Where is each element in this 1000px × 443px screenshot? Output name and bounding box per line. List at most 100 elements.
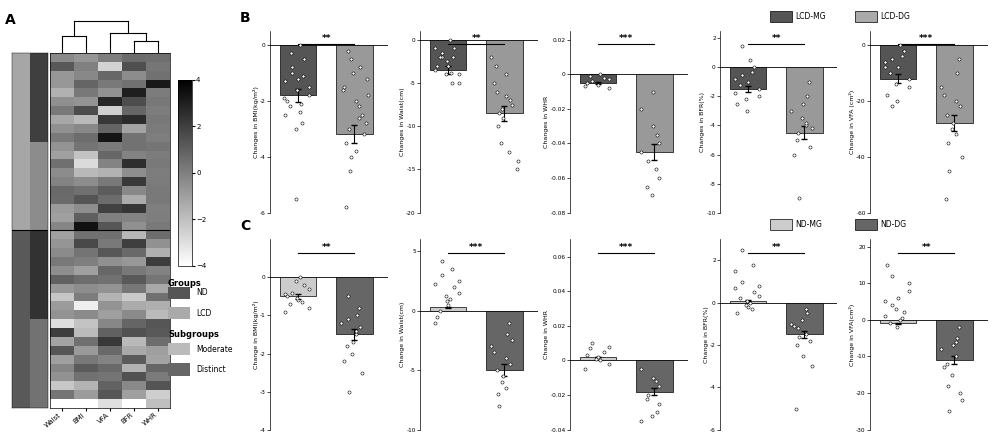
Point <box>945 120 961 127</box>
Point <box>490 390 506 397</box>
Point <box>490 123 506 130</box>
Point <box>344 350 360 357</box>
Point <box>879 261 895 268</box>
Point <box>494 378 510 385</box>
Text: LCD: LCD <box>196 309 211 318</box>
Point <box>301 83 317 90</box>
Point <box>648 166 664 173</box>
Point <box>742 299 758 306</box>
Point <box>649 131 665 138</box>
Text: Subgroups: Subgroups <box>168 330 219 338</box>
Point <box>734 246 750 253</box>
Point <box>786 151 802 158</box>
Point <box>954 397 970 404</box>
Point <box>740 78 756 85</box>
Point <box>729 310 745 317</box>
Point <box>434 257 450 264</box>
Point <box>949 70 965 77</box>
Point <box>292 109 308 116</box>
Text: B: B <box>240 11 251 25</box>
Point <box>949 334 965 342</box>
Point <box>746 64 762 71</box>
Text: **: ** <box>321 243 331 252</box>
Point <box>333 319 349 326</box>
Point <box>952 103 968 110</box>
Y-axis label: Changes in BFR(%): Changes in BFR(%) <box>700 92 705 152</box>
Point <box>948 353 964 360</box>
Point <box>640 392 656 399</box>
Point <box>439 298 455 305</box>
Point <box>579 352 595 359</box>
Point <box>639 395 655 402</box>
Point <box>343 55 359 62</box>
Point <box>739 107 755 114</box>
Point <box>284 64 300 71</box>
Point <box>938 195 954 202</box>
Point <box>802 144 818 151</box>
Bar <box>280 277 316 296</box>
Point <box>751 93 767 100</box>
Point <box>644 412 660 420</box>
Text: Groups: Groups <box>168 279 202 288</box>
Point <box>590 81 606 88</box>
Point <box>804 125 820 132</box>
Point <box>486 79 502 86</box>
Point <box>444 79 460 86</box>
Point <box>738 96 754 103</box>
Point <box>335 86 351 93</box>
Point <box>340 293 356 300</box>
Point <box>296 55 312 62</box>
Point <box>582 345 598 352</box>
Point <box>939 360 955 367</box>
Point <box>727 90 743 97</box>
Bar <box>580 357 616 361</box>
Point <box>939 111 955 118</box>
Point <box>794 316 810 323</box>
Text: ***: *** <box>469 243 483 252</box>
Point <box>954 153 970 160</box>
Point <box>432 54 448 61</box>
Point <box>732 295 748 302</box>
Point <box>438 293 454 300</box>
Bar <box>336 277 373 334</box>
Point <box>577 365 593 373</box>
Point <box>290 297 306 304</box>
Point <box>734 42 750 49</box>
Bar <box>636 74 673 152</box>
Point <box>504 337 520 344</box>
Point <box>584 78 600 85</box>
Point <box>284 289 300 296</box>
Point <box>644 192 660 199</box>
Point <box>489 367 505 374</box>
Point <box>352 323 368 330</box>
Point <box>451 79 467 86</box>
Text: ***: *** <box>919 34 933 43</box>
Point <box>791 333 807 340</box>
Point <box>633 417 649 424</box>
Point <box>890 64 906 71</box>
Point <box>639 183 655 190</box>
Point <box>901 75 917 82</box>
Point <box>579 79 595 86</box>
Point <box>434 54 450 61</box>
Point <box>894 53 910 60</box>
Point <box>791 194 807 202</box>
Point <box>645 374 661 381</box>
Point <box>651 383 667 390</box>
Point <box>488 62 504 69</box>
Point <box>293 100 309 107</box>
Text: C: C <box>240 219 250 233</box>
Text: LCD-MG: LCD-MG <box>795 12 826 21</box>
Point <box>434 49 450 56</box>
Point <box>944 371 960 378</box>
Point <box>284 70 300 77</box>
Point <box>888 305 904 312</box>
Point <box>501 319 517 326</box>
Point <box>491 109 507 117</box>
Point <box>495 114 511 121</box>
Point <box>502 97 518 104</box>
Point <box>783 107 799 114</box>
Text: ***: *** <box>619 34 633 43</box>
Y-axis label: Changes in BMI(kg/m²): Changes in BMI(kg/m²) <box>253 86 259 158</box>
Point <box>941 167 957 174</box>
